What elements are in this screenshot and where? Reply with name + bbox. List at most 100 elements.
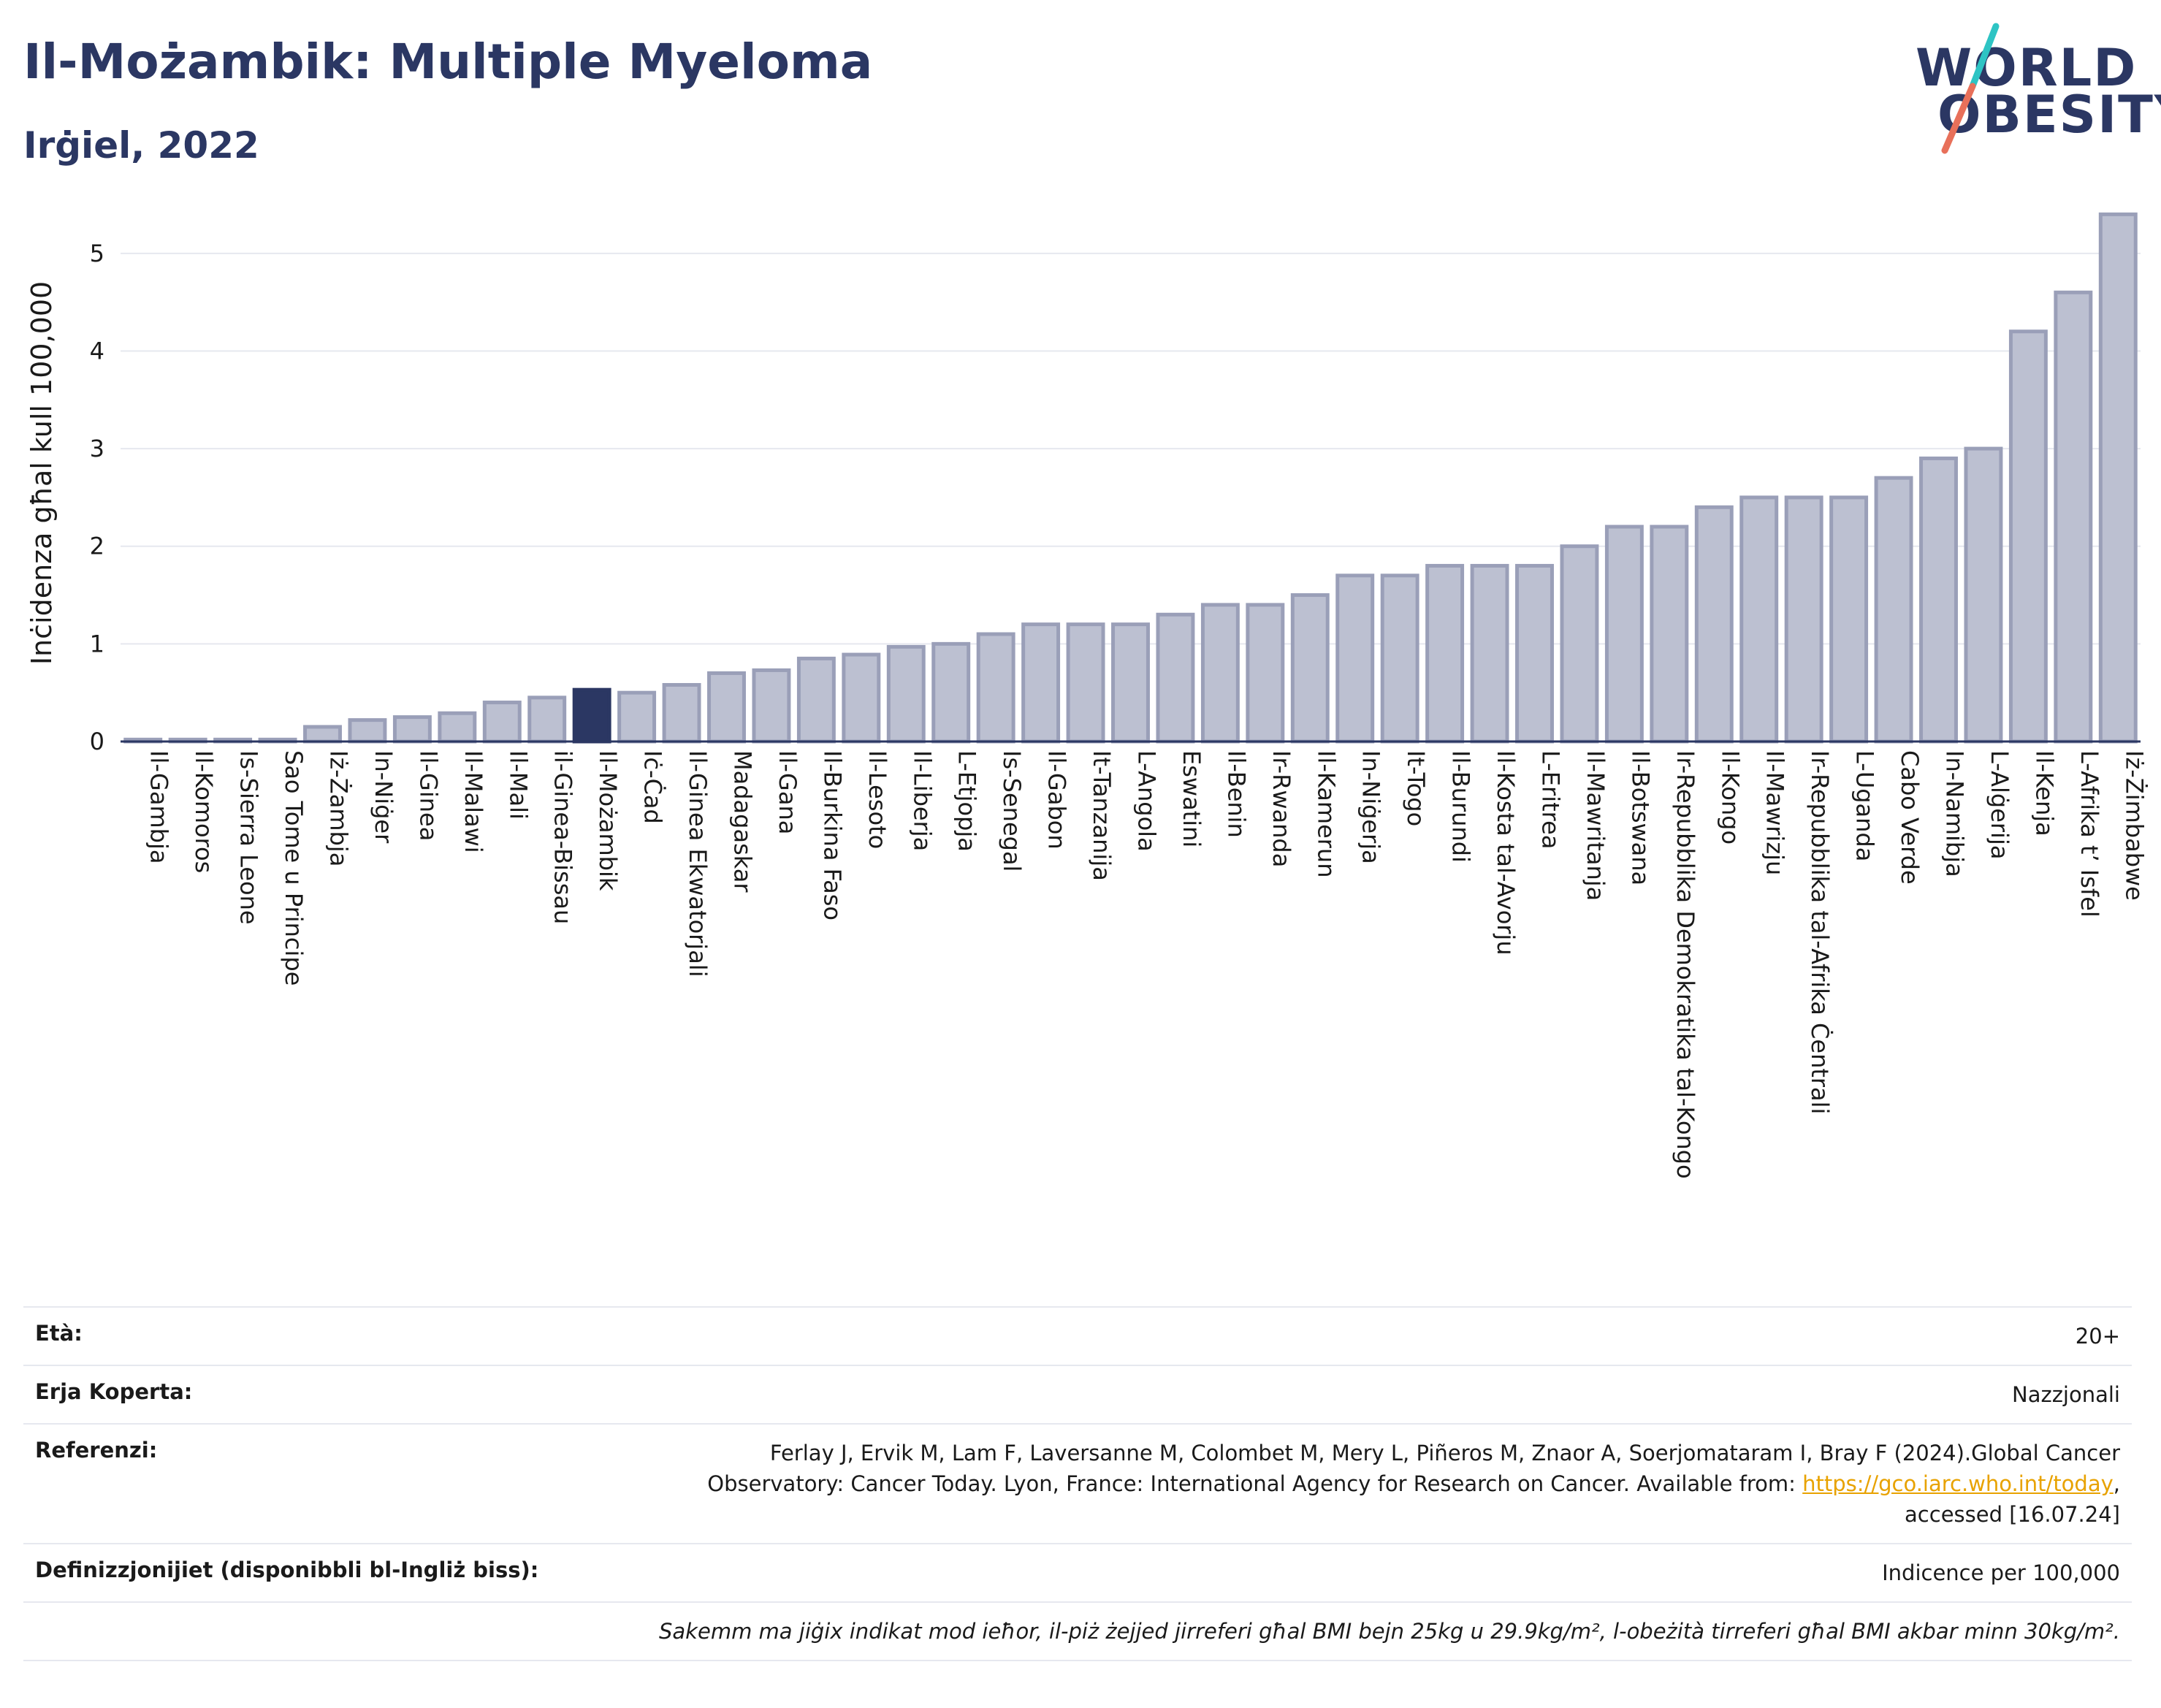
bar: [1560, 544, 1599, 744]
info-row-definitions: Definizzjonijiet (disponibbli bl-Ingliż …: [23, 1543, 2132, 1601]
bar: [1694, 505, 1734, 744]
bar: [1650, 525, 1689, 744]
info-row-area: Erja Koperta: Nazzjonali: [23, 1365, 2132, 1423]
y-tick-label: 2: [90, 533, 104, 560]
bar: [617, 690, 657, 744]
bar-chart: 0 1 2 3 4 5 Il-Gambja Il-Komoros Is-Sierra Leone…: [26, 212, 2148, 1179]
bar: [303, 725, 342, 744]
age-value: 20+: [2075, 1324, 2120, 1349]
bar: [1515, 563, 1554, 744]
bar: [1919, 456, 1958, 744]
x-tick-label: Is-Sierra Leone: [235, 750, 263, 925]
x-tick-label: Il-Kosta tal-Avorju: [1492, 750, 1520, 956]
references-label: Referenzi:: [35, 1438, 158, 1463]
x-tick-label: Sao Tome u Principe: [280, 750, 308, 985]
bar: [1874, 476, 1913, 744]
x-tick-label: Is-Senegal: [998, 750, 1026, 872]
bar: [707, 671, 746, 744]
x-tick-label: Il-Mali: [504, 750, 532, 820]
reference-text-1: Ferlay J, Ervik M, Lam F, Laversanne M, …: [769, 1441, 2120, 1466]
area-label: Erja Koperta:: [35, 1379, 193, 1405]
x-tick-label: Il-Kamerun: [1312, 750, 1340, 877]
bar: [2098, 212, 2138, 744]
x-tick-label: Il-Kenja: [2030, 750, 2058, 836]
x-tick-label: Ir-Rwanda: [1268, 750, 1295, 867]
bar: [2054, 290, 2093, 744]
bar: [752, 668, 791, 744]
bar: [1964, 446, 2003, 744]
y-tick-label: 0: [90, 728, 104, 755]
x-tick-label: L-Uganda: [1851, 750, 1879, 861]
bar: [482, 701, 522, 744]
bar: [931, 641, 971, 744]
bar: [1066, 622, 1105, 744]
x-tick-label: Il-Mawritanja: [1582, 750, 1609, 901]
bar: [1290, 593, 1330, 744]
bar: [842, 652, 881, 744]
x-tick-label: Il-Ginea: [414, 750, 442, 841]
info-row-note: Sakemm ma jiġix indikat mod ieħor, il-pi…: [23, 1601, 2132, 1662]
bar: [1111, 622, 1150, 744]
info-row-references: Referenzi: Ferlay J, Ervik M, Lam F, Lav…: [23, 1423, 2132, 1543]
bar: [1784, 495, 1823, 744]
reference-text-2: Observatory: Cancer Today. Lyon, France:…: [707, 1471, 1803, 1497]
page-title: Il-Możambik: Multiple Myeloma: [23, 34, 873, 90]
footnote: Sakemm ma jiġix indikat mod ieħor, il-pi…: [659, 1619, 2120, 1644]
x-tick-label: Il-Gana: [774, 750, 801, 834]
x-tick-label: Il-Lesoto: [864, 750, 891, 849]
bar: [438, 711, 477, 744]
x-tick-label: In-Niġerja: [1357, 750, 1385, 864]
reference-text-3: ,: [2113, 1471, 2120, 1497]
y-tick-label: 4: [90, 337, 104, 365]
x-tick-label: il-Ginea-Bissau: [549, 750, 577, 924]
bar: [796, 656, 836, 744]
logo-word-world: WORLD: [1916, 38, 2138, 98]
bar: [1380, 573, 1419, 744]
x-tick-label: L-Afrika t’ Isfel: [2076, 750, 2103, 918]
x-tick-label: Il-Mawrizju: [1761, 750, 1789, 875]
bar: [392, 715, 432, 744]
x-tick-label: L-Angola: [1133, 750, 1161, 852]
references-value: Ferlay J, Ervik M, Lam F, Laversanne M, …: [707, 1438, 2120, 1530]
x-tick-label: Il-Kongo: [1716, 750, 1744, 845]
x-tick-label: Il-Gambja: [145, 750, 173, 863]
x-tick-label: L-Alġerija: [1986, 750, 2013, 859]
y-tick-label: 5: [90, 240, 104, 267]
bar: [348, 718, 387, 744]
age-label: Età:: [35, 1321, 83, 1346]
x-tick-label: Il-Benin: [1222, 750, 1250, 838]
x-tick-label: Ir-Repubblika tal-Afrika Ċentrali: [1806, 750, 1834, 1114]
x-tick-label: Ir-Repubblika Demokratika tal-Kongo: [1672, 750, 1699, 1179]
x-tick-label: Il-Malawi: [460, 750, 487, 853]
x-tick-label: Eswatini: [1178, 750, 1205, 847]
x-tick-label: Il-Liberja: [908, 750, 936, 851]
bar: [1829, 495, 1869, 744]
x-tick-label: Il-Botswana: [1626, 750, 1654, 885]
x-tick-label: Iż-Żambja: [325, 750, 353, 866]
bar: [1246, 603, 1285, 744]
bar: [1335, 573, 1375, 744]
x-tick-label: Il-Możambik: [594, 750, 622, 891]
y-tick-label: 1: [90, 630, 104, 657]
bar: [527, 695, 567, 744]
x-tick-label: Iż-Żimbabwe: [2120, 750, 2148, 901]
x-tick-label: It-Togo: [1402, 750, 1430, 826]
x-tick-label: L-Etjopja: [953, 750, 981, 852]
info-table: Età: 20+ Erja Koperta: Nazzjonali Refere…: [23, 1306, 2132, 1662]
definitions-label: Definizzjonijiet (disponibbli bl-Ingliż …: [35, 1558, 539, 1583]
x-tick-label: Il-Komoros: [190, 750, 218, 873]
x-tick-label: L-Eritrea: [1537, 750, 1565, 849]
page-subtitle: Irġiel, 2022: [23, 124, 259, 167]
x-tick-label: In-Namibja: [1941, 750, 1969, 877]
bar: [1739, 495, 1779, 744]
x-tick-label: Il-Burkina Faso: [818, 750, 846, 920]
reference-link[interactable]: https://gco.iarc.who.int/today: [1802, 1471, 2114, 1497]
bar: [1156, 612, 1195, 744]
bar: [1425, 563, 1465, 744]
x-tick-label: In-Niġer: [370, 750, 397, 844]
x-tick-label: Iċ-Ċad: [639, 750, 667, 824]
world-obesity-logo: WORLD OBESITY: [1899, 20, 2161, 167]
bar: [2008, 329, 2048, 744]
area-value: Nazzjonali: [2012, 1382, 2120, 1408]
x-tick-label: Il-Ginea Ekwatorjali: [684, 750, 712, 977]
